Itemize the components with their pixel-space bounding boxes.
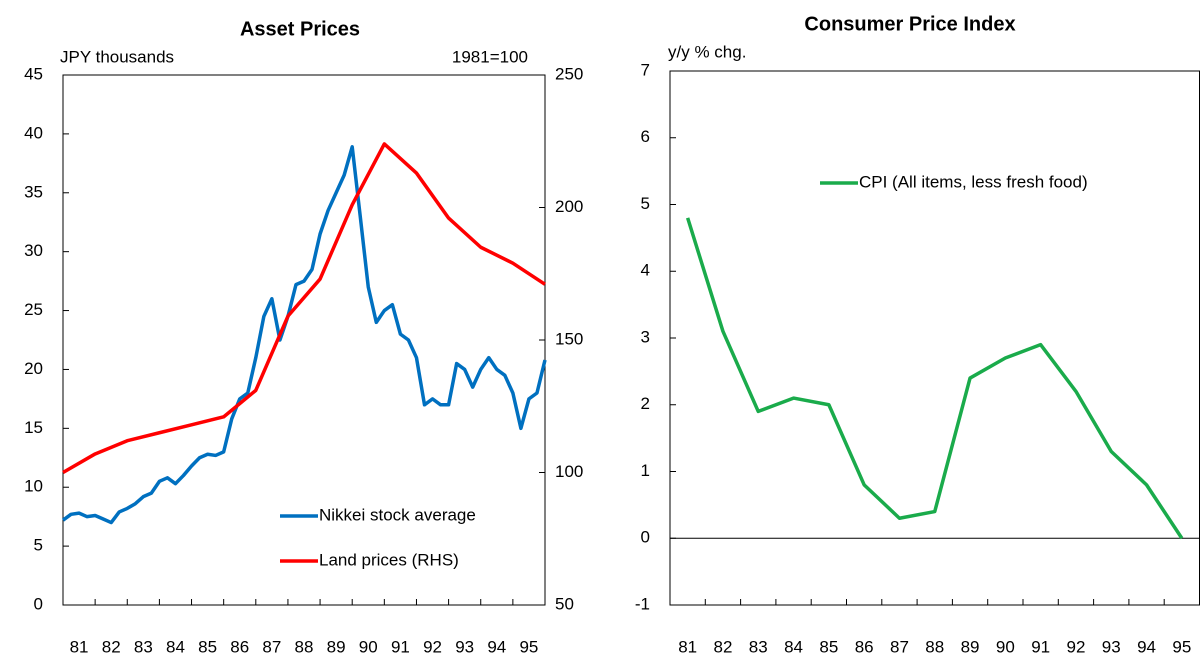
y-tick-label: 30 bbox=[24, 241, 43, 260]
x-tick-label: 92 bbox=[423, 637, 442, 656]
x-tick-label: 87 bbox=[262, 637, 281, 656]
y2-tick-label: 200 bbox=[555, 197, 583, 216]
y2-tick-label: 250 bbox=[555, 64, 583, 83]
x-tick-label: 84 bbox=[784, 637, 803, 656]
x-tick-label: 82 bbox=[102, 637, 121, 656]
x-tick-label: 81 bbox=[70, 637, 89, 656]
chart-title: Asset Prices bbox=[240, 18, 360, 40]
y-tick-label: 5 bbox=[34, 536, 43, 555]
y-tick-label: 0 bbox=[34, 594, 43, 613]
y-tick-label: 2 bbox=[641, 394, 650, 413]
y2-tick-label: 100 bbox=[555, 462, 583, 481]
y-axis-label: y/y % chg. bbox=[668, 42, 746, 61]
plot-frame bbox=[62, 74, 546, 606]
data-line bbox=[62, 142, 546, 475]
x-tick-label: 87 bbox=[890, 637, 909, 656]
x-tick-label: 84 bbox=[166, 637, 185, 656]
y-tick-label: 6 bbox=[641, 127, 650, 146]
data-line bbox=[685, 217, 1184, 540]
chart-title: Consumer Price Index bbox=[804, 13, 1015, 35]
x-tick-label: 94 bbox=[487, 637, 506, 656]
y2-tick-label: 150 bbox=[555, 329, 583, 348]
x-tick-label: 89 bbox=[327, 637, 346, 656]
y-axis-label: JPY thousands bbox=[60, 47, 174, 66]
x-tick-label: 93 bbox=[1102, 637, 1121, 656]
x-tick-label: 88 bbox=[925, 637, 944, 656]
x-tick-label: 85 bbox=[819, 637, 838, 656]
y-tick-label: 4 bbox=[641, 261, 650, 280]
y2-axis-label: 1981=100 bbox=[452, 47, 528, 66]
y-tick-label: 20 bbox=[24, 359, 43, 378]
x-tick-label: 86 bbox=[855, 637, 874, 656]
x-tick-label: 92 bbox=[1066, 637, 1085, 656]
y-tick-label: 15 bbox=[24, 418, 43, 437]
x-tick-label: 95 bbox=[1172, 637, 1191, 656]
plot-frame bbox=[669, 70, 1200, 606]
x-tick-label: 82 bbox=[713, 637, 732, 656]
legend-label: CPI (All items, less fresh food) bbox=[859, 172, 1088, 191]
x-tick-label: 81 bbox=[678, 637, 697, 656]
x-tick-label: 86 bbox=[230, 637, 249, 656]
y-tick-label: 3 bbox=[641, 327, 650, 346]
x-tick-label: 83 bbox=[749, 637, 768, 656]
y-tick-label: 5 bbox=[641, 194, 650, 213]
y-tick-label: 0 bbox=[641, 528, 650, 547]
x-tick-label: 93 bbox=[455, 637, 474, 656]
x-tick-label: 83 bbox=[134, 637, 153, 656]
y-tick-label: 10 bbox=[24, 477, 43, 496]
x-tick-label: 90 bbox=[996, 637, 1015, 656]
x-tick-label: 88 bbox=[295, 637, 314, 656]
x-tick-label: 94 bbox=[1137, 637, 1156, 656]
y-tick-label: 35 bbox=[24, 182, 43, 201]
y2-tick-label: 50 bbox=[555, 594, 574, 613]
y-tick-label: -1 bbox=[635, 594, 650, 613]
x-tick-label: 89 bbox=[961, 637, 980, 656]
x-tick-label: 91 bbox=[391, 637, 410, 656]
x-tick-label: 85 bbox=[198, 637, 217, 656]
x-tick-label: 95 bbox=[519, 637, 538, 656]
y-tick-label: 25 bbox=[24, 300, 43, 319]
x-tick-label: 90 bbox=[359, 637, 378, 656]
data-line bbox=[61, 145, 547, 525]
x-tick-label: 91 bbox=[1031, 637, 1050, 656]
legend-label: Land prices (RHS) bbox=[319, 550, 459, 569]
y-tick-label: 40 bbox=[24, 123, 43, 142]
legend-label: Nikkei stock average bbox=[319, 505, 476, 524]
y-tick-label: 1 bbox=[641, 461, 650, 480]
y-tick-label: 45 bbox=[24, 64, 43, 83]
y-tick-label: 7 bbox=[641, 60, 650, 79]
